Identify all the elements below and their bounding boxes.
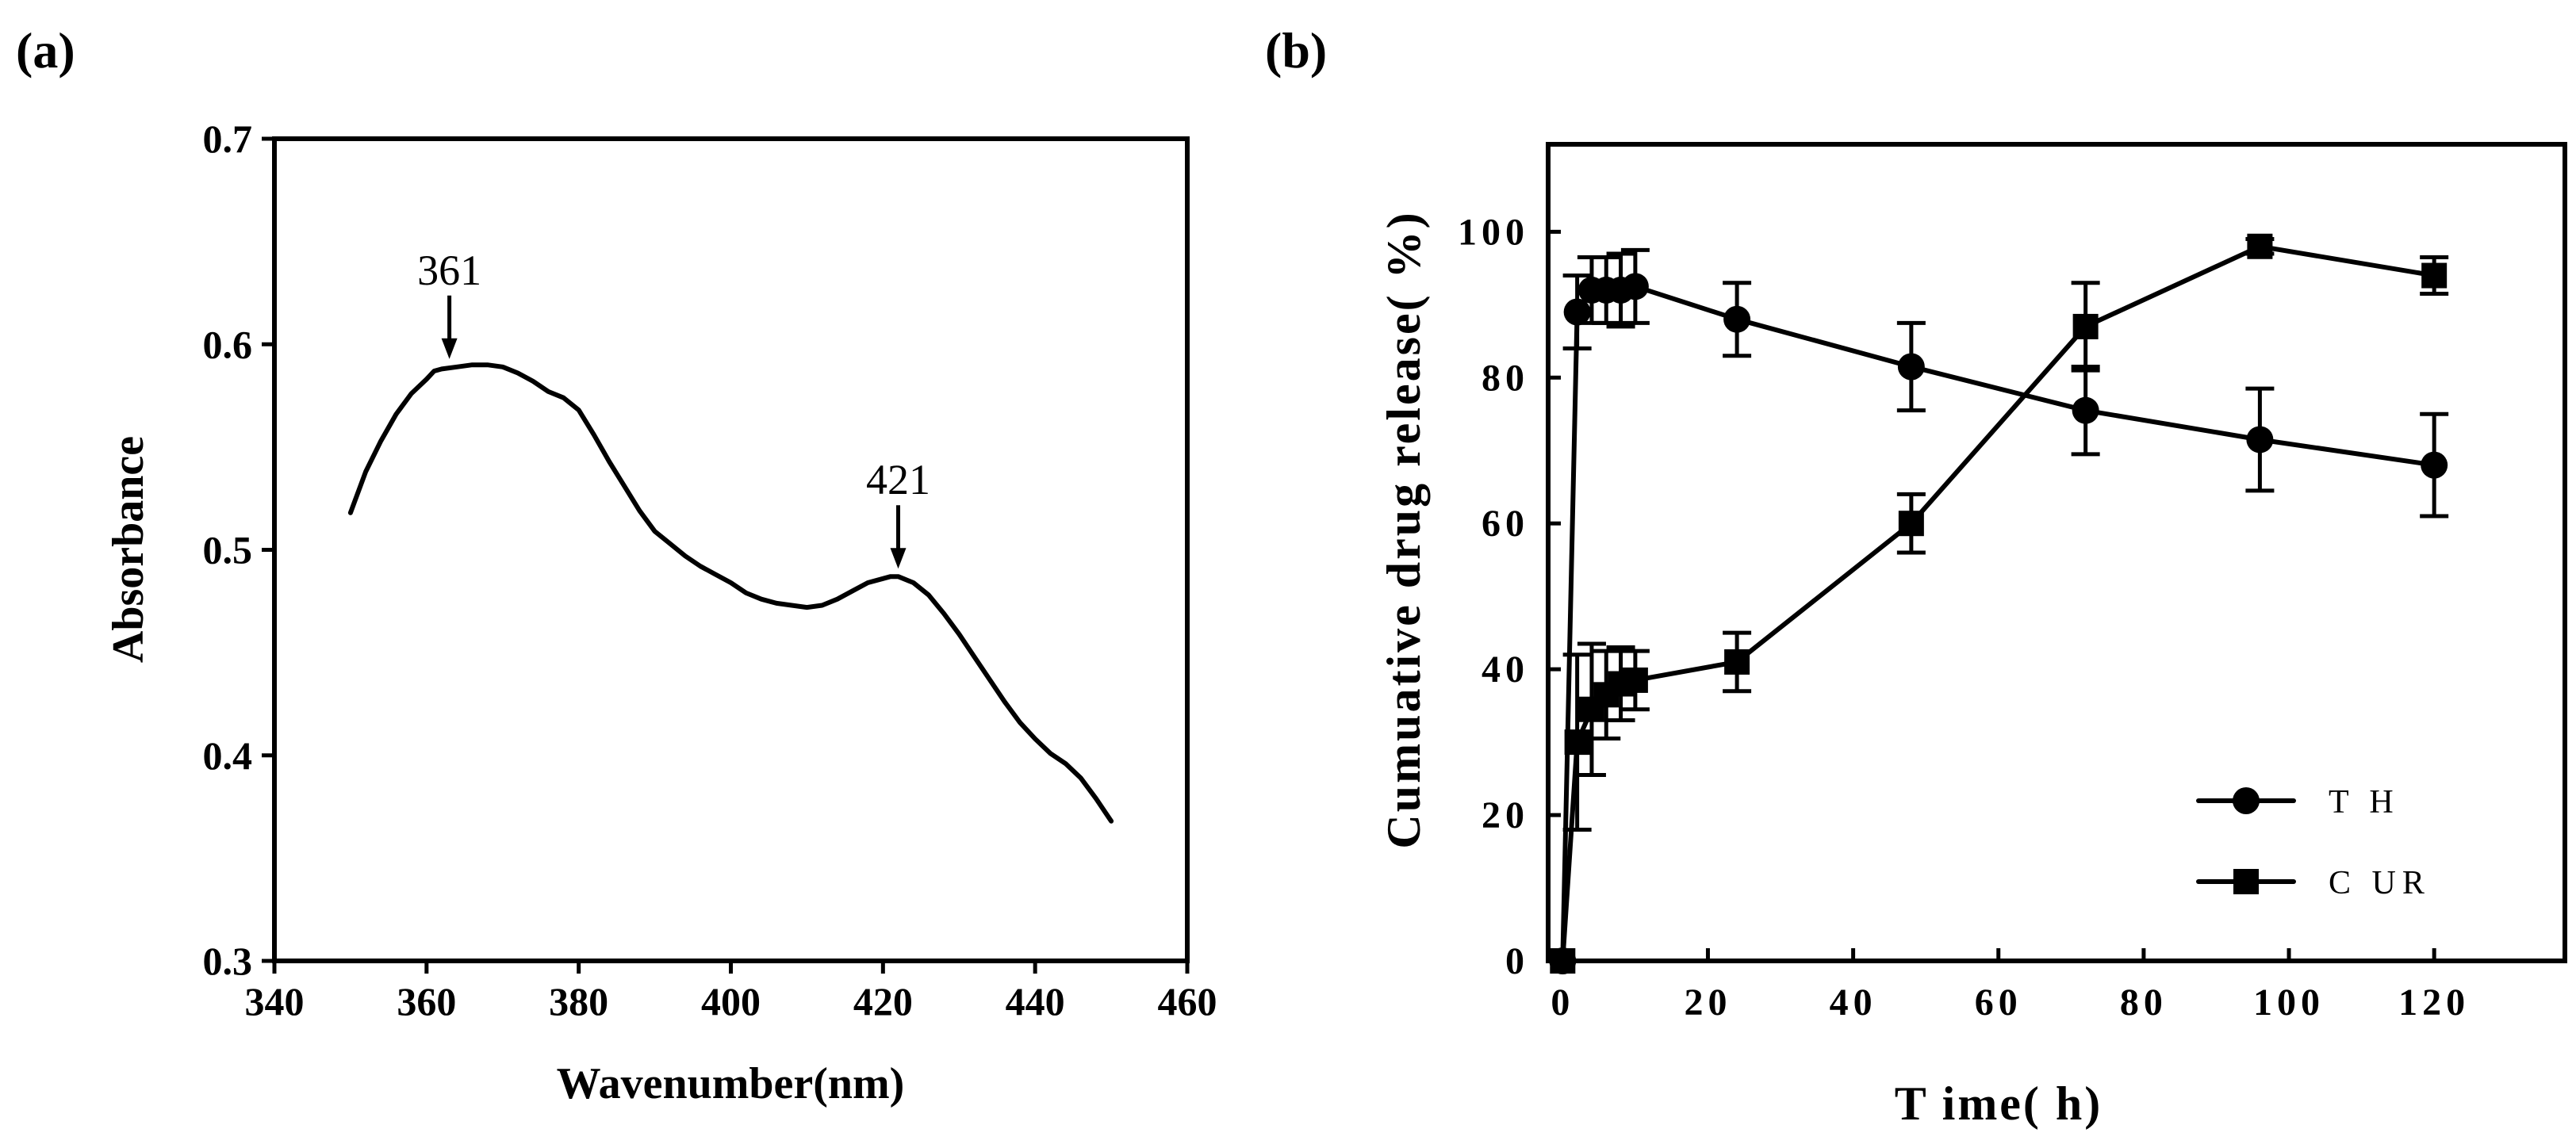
series-cur-line xyxy=(1560,243,2437,963)
panel-b-y-tick-label: 100 xyxy=(1458,211,1529,253)
chart-panel-a: (a) 340 360 380 400 420 440 460 0.30.40.50.60.… xyxy=(16,22,1217,1108)
series-th-marker xyxy=(2246,426,2274,453)
panel-a-x-tick-label: 460 xyxy=(1158,979,1217,1024)
series-cur-marker xyxy=(2072,313,2099,339)
panel-b-y-tick-label: 60 xyxy=(1482,503,1529,545)
panel-b-y-tick-label: 40 xyxy=(1482,649,1529,691)
panel-b-x-ticks: 0 20 40 60 80 100 120 xyxy=(1551,948,2470,1024)
series-cur-marker xyxy=(1898,511,1924,537)
panel-b-plot-area xyxy=(1549,233,2449,974)
series-cur-marker xyxy=(1724,649,1750,675)
legend-th-marker xyxy=(2233,787,2260,814)
panel-a-x-tick-label: 380 xyxy=(549,979,608,1024)
series-th-marker xyxy=(1897,353,1925,381)
panel-b-x-tick-label: 120 xyxy=(2398,982,2470,1024)
panel-b-x-tick-label: 80 xyxy=(2120,982,2168,1024)
panel-a-x-axis-title: Wavenumber(nm) xyxy=(557,1059,905,1108)
panel-a-y-tick-label: 0.3 xyxy=(203,939,253,983)
panel-b-y-tick-label: 20 xyxy=(1482,794,1529,836)
panel-b-x-tick-label: 0 xyxy=(1551,982,1574,1024)
panel-a-x-tick-label: 420 xyxy=(853,979,913,1024)
panel-b-x-axis-title: T ime( h) xyxy=(1895,1077,2103,1130)
panel-a-y-ticks: 0.3 0.4 0.5 0.6 0.7 xyxy=(203,117,274,983)
series-cur-marker xyxy=(1564,729,1590,756)
panel-b-y-tick-label: 80 xyxy=(1482,357,1529,399)
peak-arrow-head xyxy=(890,548,907,569)
panel-b-legend: T H C UR xyxy=(2196,784,2431,901)
panel-a-x-ticks: 340 360 380 400 420 440 460 xyxy=(245,961,1217,1024)
series-th xyxy=(1549,247,2449,974)
panel-a-x-tick-label: 440 xyxy=(1006,979,1065,1024)
chart-panel-b: (b) 0 20 40 60 80 100 120 0 20 40 60 80 100 T H C UR… xyxy=(1265,22,2567,1130)
panel-b-label: (b) xyxy=(1265,22,1327,78)
legend-cur-marker xyxy=(2233,869,2259,894)
panel-a-x-tick-label: 400 xyxy=(701,979,761,1024)
panel-a-x-tick-label: 360 xyxy=(397,979,456,1024)
series-cur-marker xyxy=(1622,667,1648,693)
panel-b-x-tick-label: 40 xyxy=(1830,982,1877,1024)
panel-b-y-ticks: 0 20 40 60 80 100 xyxy=(1458,211,1561,982)
series-th-marker xyxy=(2421,451,2448,479)
series-th-marker xyxy=(1621,273,1649,300)
panel-a-label: (a) xyxy=(16,22,75,78)
series-th-line xyxy=(1560,284,2437,963)
peak-arrow-head xyxy=(441,338,458,359)
legend-item-cur: C UR xyxy=(2196,865,2431,901)
legend-cur-label: C UR xyxy=(2329,865,2431,901)
panel-b-x-tick-label: 100 xyxy=(2253,982,2325,1024)
panel-a-y-tick-label: 0.6 xyxy=(203,322,253,366)
series-th-marker xyxy=(1563,298,1591,326)
series-cur-marker xyxy=(2421,262,2448,289)
panel-b-x-tick-label: 20 xyxy=(1684,982,1731,1024)
series-cur xyxy=(1550,233,2449,974)
series-th-marker xyxy=(1723,305,1751,333)
panel-b-x-tick-label: 60 xyxy=(1975,982,2022,1024)
panel-a-y-tick-label: 0.4 xyxy=(203,733,253,778)
series-th-marker xyxy=(2072,396,2099,424)
panel-a-x-tick-label: 340 xyxy=(245,979,305,1024)
peak-label: 421 xyxy=(866,456,930,503)
absorbance-curve xyxy=(347,362,1114,824)
panel-a-y-axis-title: Absorbance xyxy=(104,436,153,663)
series-cur-marker xyxy=(2247,233,2273,259)
panel-a-frame xyxy=(272,136,1190,963)
series-cur-marker xyxy=(1550,948,1576,974)
panel-b-y-tick-label: 0 xyxy=(1505,940,1529,982)
panel-b-frame xyxy=(1546,142,2567,963)
panel-a-plot-area xyxy=(347,362,1114,824)
panel-a-y-tick-label: 0.5 xyxy=(203,528,253,572)
peak-label: 361 xyxy=(417,247,481,294)
panel-b-y-axis-title: Cumuative drug release( %) xyxy=(1378,210,1430,848)
panel-a-annotations: 361 421 xyxy=(417,247,930,569)
panel-a-y-tick-label: 0.7 xyxy=(203,117,253,161)
legend-item-th: T H xyxy=(2196,784,2400,821)
legend-th-label: T H xyxy=(2329,784,2400,821)
